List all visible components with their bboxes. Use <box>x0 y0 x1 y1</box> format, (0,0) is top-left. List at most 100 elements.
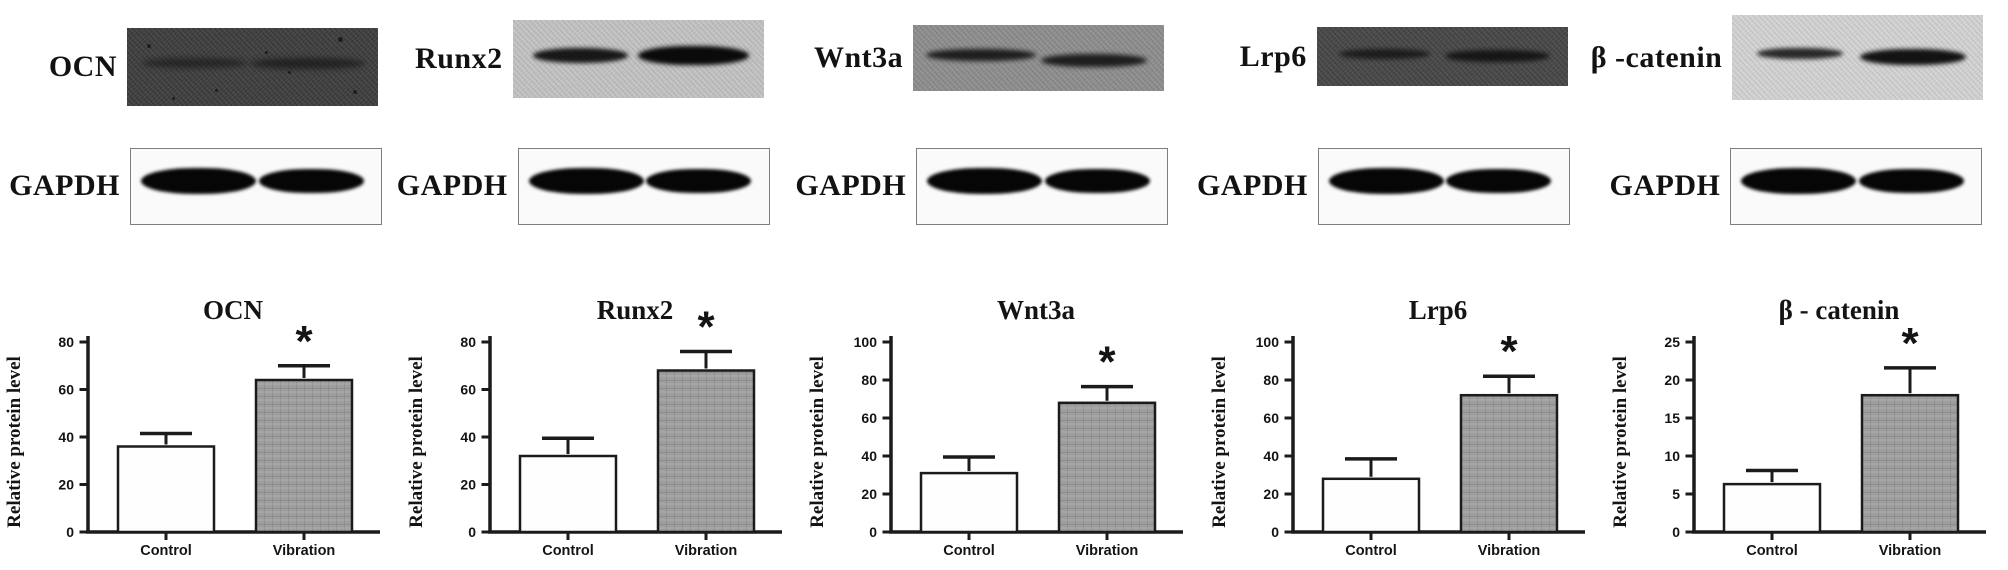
gapdh-blot-image <box>517 148 770 225</box>
y-tick-label: 60 <box>58 382 74 398</box>
y-tick-label: 80 <box>862 372 878 388</box>
chart-title: Lrp6 <box>1409 295 1468 325</box>
vibration-bar <box>1861 393 1960 534</box>
y-tick-label: 80 <box>460 334 476 350</box>
bar-chart-Runx2: Runx2 Relative protein level 0 20 40 60 80 Cont… <box>406 295 782 559</box>
vibration-bar <box>656 369 755 534</box>
bar-chart-β - catenin: β - catenin Relative protein level 0 5 10 15 2… <box>1610 295 1987 559</box>
x-category-label: Control <box>542 543 594 559</box>
chart-title: Runx2 <box>596 295 673 325</box>
x-category-label: Vibration <box>273 543 336 559</box>
gapdh-label: GAPDH <box>1196 169 1308 202</box>
x-category-label: Control <box>1345 543 1397 559</box>
blot-band-lane1 <box>1339 48 1430 59</box>
gapdh-label: GAPDH <box>396 169 508 202</box>
y-tick-label: 80 <box>1263 372 1279 388</box>
protein-label: Lrp6 <box>1239 40 1307 73</box>
y-axis-label: Relative protein level <box>807 356 828 528</box>
x-category-label: Vibration <box>1076 543 1139 559</box>
blot-band-lane1 <box>532 47 629 63</box>
y-tick-label: 0 <box>869 524 877 540</box>
x-category-label: Control <box>943 543 995 559</box>
y-axis-label: Relative protein level <box>1610 356 1631 528</box>
control-bar <box>1321 477 1421 534</box>
gapdh-band-lane1 <box>528 168 644 195</box>
gapdh-band-lane2 <box>1044 169 1150 194</box>
gapdh-band-lane2 <box>1446 169 1552 194</box>
y-tick-label: 100 <box>854 334 878 350</box>
significance-star: * <box>295 317 313 366</box>
x-category-label: Vibration <box>1477 543 1540 559</box>
blot-speckle <box>147 43 152 48</box>
y-tick-label: 20 <box>1665 372 1681 388</box>
blot-band-lane2 <box>249 57 366 69</box>
bar-chart-Lrp6: Lrp6 Relative protein level 0 20 40 60 80 100 Co… <box>1209 295 1585 559</box>
y-tick-label: 10 <box>1665 448 1681 464</box>
y-tick-label: 20 <box>1263 486 1279 502</box>
y-axis-label: Relative protein level <box>1209 356 1230 528</box>
protein-label: Runx2 <box>415 42 503 75</box>
blot-speckle <box>172 96 176 100</box>
y-tick-label: 60 <box>460 382 476 398</box>
y-tick-label: 60 <box>1263 410 1279 426</box>
y-tick-label: 100 <box>1255 334 1279 350</box>
gapdh-band-lane1 <box>927 168 1043 195</box>
y-tick-label: 40 <box>1263 448 1279 464</box>
y-tick-label: 0 <box>1673 524 1681 540</box>
protein-blot-image <box>1732 15 1984 100</box>
y-tick-label: 80 <box>58 334 74 350</box>
gapdh-band-lane1 <box>1741 168 1857 195</box>
y-tick-label: 20 <box>862 486 878 502</box>
blot-speckle <box>265 51 269 55</box>
protein-label: Wnt3a <box>814 41 904 74</box>
chart-title: Wnt3a <box>997 295 1076 325</box>
gapdh-band-lane2 <box>646 169 752 194</box>
y-tick-label: 15 <box>1665 410 1681 426</box>
panel-Lrp6: Lrp6 GAPDH Lrp6 Relative protein level 0 20 40… <box>1197 0 1607 570</box>
y-tick-label: 40 <box>862 448 878 464</box>
gapdh-label: GAPDH <box>795 169 907 202</box>
control-bar <box>919 471 1019 534</box>
control-bar <box>116 445 216 534</box>
x-category-label: Vibration <box>1879 543 1942 559</box>
x-category-label: Vibration <box>674 543 737 559</box>
y-tick-label: 5 <box>1673 486 1681 502</box>
panel-β - catenin: β -catenin GAPDH β - catenin Relative prote… <box>1591 0 2008 570</box>
panel-Wnt3a: Wnt3a GAPDH Wnt3a Relative protein level 0 20… <box>795 0 1205 570</box>
blot-band-lane2 <box>1444 49 1551 62</box>
y-tick-label: 20 <box>460 477 476 493</box>
blot-band-lane2 <box>1041 54 1147 68</box>
vibration-bar <box>1057 401 1157 534</box>
bar-chart-OCN: OCN Relative protein level 0 20 40 60 80 Contro… <box>4 295 380 559</box>
blot-speckle <box>287 70 291 74</box>
significance-star: * <box>1099 338 1117 387</box>
y-tick-label: 25 <box>1665 334 1681 350</box>
y-tick-label: 40 <box>58 429 74 445</box>
blot-speckle <box>214 88 218 92</box>
blot-band-lane1 <box>1757 47 1843 59</box>
protein-blot-image <box>512 20 764 98</box>
panel-Runx2: Runx2 GAPDH Runx2 Relative protein level 0 20… <box>397 0 804 570</box>
y-axis-label: Relative protein level <box>406 356 427 528</box>
y-axis-label: Relative protein level <box>4 356 25 528</box>
x-category-label: Control <box>1747 543 1799 559</box>
protein-label: OCN <box>48 50 117 83</box>
gapdh-label: GAPDH <box>1609 169 1721 202</box>
vibration-bar <box>1459 393 1559 534</box>
y-tick-label: 40 <box>460 429 476 445</box>
blot-speckle <box>337 37 343 43</box>
gapdh-blot-image <box>916 148 1169 225</box>
significance-star: * <box>1500 327 1518 376</box>
significance-star: * <box>697 303 715 352</box>
gapdh-blot-image <box>1730 148 1983 225</box>
gapdh-band-lane2 <box>1858 169 1964 194</box>
y-tick-label: 60 <box>862 410 878 426</box>
control-bar <box>1723 482 1822 534</box>
significance-star: * <box>1902 319 1920 368</box>
y-tick-label: 0 <box>1271 524 1279 540</box>
gapdh-band-lane1 <box>1328 168 1444 195</box>
panel-OCN: OCN GAPDH OCN Relative protein level 0 20 40 60… <box>0 0 402 570</box>
gapdh-blot-image <box>130 148 382 225</box>
blot-band-lane2 <box>1860 49 1966 66</box>
